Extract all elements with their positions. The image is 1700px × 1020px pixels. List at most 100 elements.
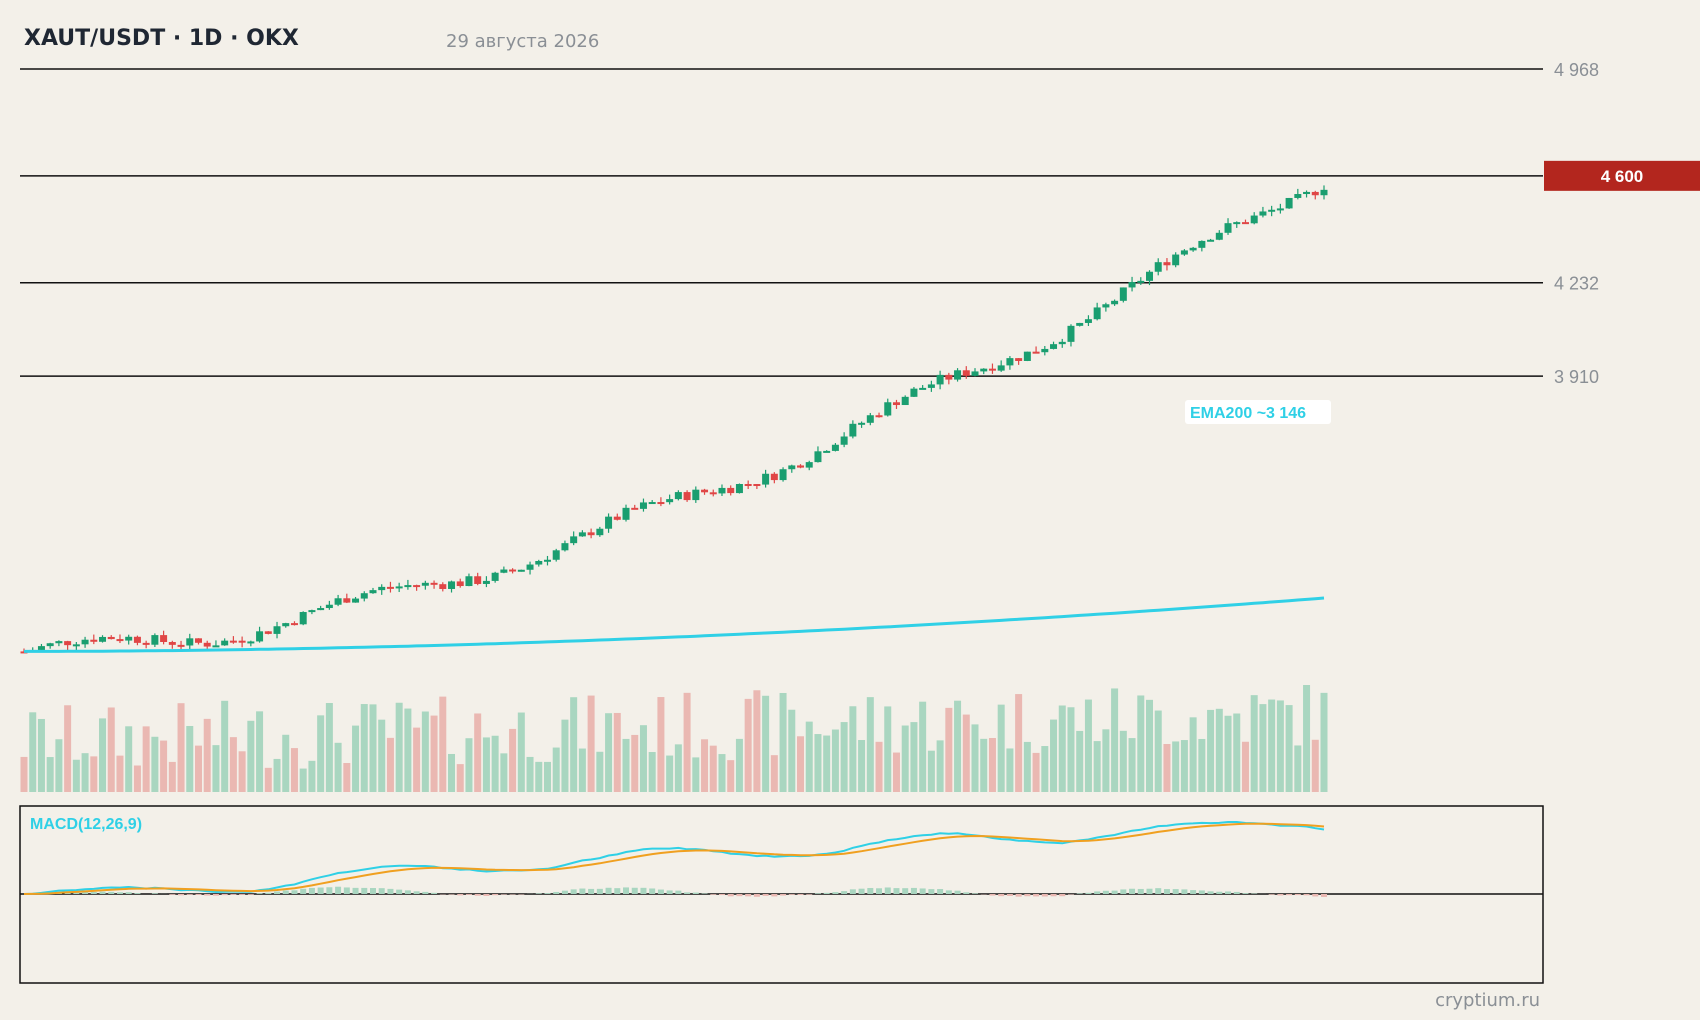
volume-bar — [465, 738, 473, 792]
macd-hist-bar — [73, 892, 80, 894]
macd-hist-bar — [945, 890, 952, 894]
candle-body — [212, 645, 220, 648]
volume-bar — [133, 765, 141, 792]
candle-body — [1224, 223, 1232, 233]
candle-body — [936, 374, 944, 385]
candle-body — [64, 641, 72, 646]
candle-body — [334, 598, 342, 605]
candle-body — [1015, 358, 1023, 361]
macd-hist-bar — [1172, 889, 1179, 894]
volume-bar — [762, 695, 770, 792]
volume-bar — [1180, 740, 1188, 792]
volume-bar — [971, 724, 979, 792]
candle-body — [578, 532, 586, 537]
macd-panel: MACD(12,26,9) — [19, 805, 1544, 984]
macd-hist-bar — [1294, 894, 1301, 896]
current-price-badge — [1544, 160, 1700, 191]
volume-bar — [186, 725, 194, 792]
macd-hist-bar — [832, 892, 839, 894]
candle-body — [369, 590, 377, 594]
volume-bar — [945, 707, 953, 792]
macd-hist-bar — [378, 888, 385, 894]
macd-hist-bar — [736, 894, 743, 897]
macd-hist-bar — [1155, 888, 1162, 894]
macd-hist-bar — [396, 889, 403, 894]
macd-line — [23, 821, 1325, 895]
macd-hist-bar — [972, 893, 979, 894]
volume-bar — [1285, 705, 1293, 792]
macd-hist-bar — [937, 889, 944, 894]
macd-histogram — [29, 886, 1327, 897]
watermark: cryptium.ru — [1435, 990, 1540, 1011]
volume-bar — [552, 747, 560, 792]
candle-body — [709, 492, 717, 495]
volume-bar — [160, 740, 168, 792]
macd-hist-bar — [492, 894, 499, 896]
volume-bar — [229, 737, 237, 792]
candle-body — [160, 635, 168, 642]
volume-bar — [99, 718, 107, 792]
macd-hist-bar — [422, 891, 429, 894]
volume-bar — [927, 750, 935, 792]
candle-body — [892, 402, 900, 406]
candle-body — [718, 487, 726, 494]
candle-body — [631, 507, 639, 510]
chart-date: 29 августа 2026 — [446, 31, 600, 52]
macd-hist-bar — [204, 894, 211, 896]
candle-body — [90, 639, 98, 642]
volume-bar — [578, 748, 586, 792]
candle-body — [142, 642, 150, 645]
price-levels: 4 968 4 600 4 232 3 910 — [20, 60, 1700, 387]
volume-bar — [1163, 743, 1171, 792]
volume-bar — [430, 715, 438, 792]
macd-hist-bar — [876, 888, 883, 894]
macd-hist-bar — [797, 894, 804, 895]
candle-body — [727, 487, 735, 494]
volume-bar — [1137, 695, 1145, 792]
volume-bar — [805, 721, 813, 792]
volume-bar — [474, 713, 482, 792]
volume-bar — [168, 761, 176, 792]
volume-bar — [596, 751, 604, 792]
candle-body — [264, 631, 272, 634]
macd-hist-bar — [596, 888, 603, 894]
candle-body — [500, 569, 508, 573]
candle-body — [256, 631, 264, 642]
volume-bar — [37, 718, 45, 792]
macd-hist-bar — [1015, 894, 1022, 897]
candle-body — [1259, 211, 1267, 216]
level-label: 3 910 — [1554, 367, 1599, 387]
candle-body — [1023, 351, 1031, 361]
macd-hist-bar — [134, 893, 141, 894]
candle-body — [1285, 197, 1293, 209]
macd-hist-bar — [989, 894, 996, 896]
candle-body — [797, 465, 805, 468]
volume-bar — [107, 707, 115, 792]
candle-body — [866, 415, 874, 423]
macd-hist-bar — [954, 890, 961, 894]
volume-bar — [779, 692, 787, 792]
volume-bar — [282, 734, 290, 792]
macd-hist-bar — [300, 888, 307, 894]
candle-body — [570, 536, 578, 544]
macd-hist-bar — [474, 894, 481, 896]
volume-bar — [456, 764, 464, 792]
volume-bar — [142, 726, 150, 792]
volume-bar — [526, 756, 534, 792]
candle-body — [674, 492, 682, 500]
candle-body — [299, 612, 307, 625]
macd-hist-bar — [806, 894, 813, 895]
macd-hist-bar — [1277, 894, 1284, 896]
volume-bar — [831, 729, 839, 792]
macd-hist-bar — [1129, 888, 1136, 894]
candle-body — [116, 639, 124, 642]
macd-hist-bar — [1198, 890, 1205, 894]
volume-bar — [561, 719, 569, 792]
volume-bar — [954, 700, 962, 792]
candle-body — [430, 582, 438, 585]
macd-hist-bar — [753, 894, 760, 897]
candle-body — [1250, 215, 1258, 224]
volume-bar — [482, 737, 490, 792]
candle-body — [919, 387, 927, 390]
